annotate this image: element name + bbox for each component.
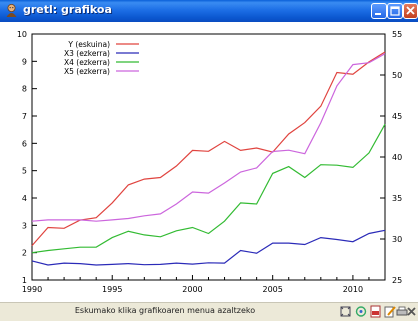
left-tick-label: 7 [22,112,27,121]
left-tick-label: 10 [17,30,27,39]
edit-icon[interactable] [384,305,396,318]
close-tool-icon[interactable] [406,305,418,318]
print-icon[interactable] [396,305,408,318]
right-tick-label: 25 [392,276,402,285]
left-tick-label: 9 [22,57,27,66]
right-axis: 25 30 35 40 45 50 55 [380,30,402,285]
right-tick-label: 40 [392,153,402,162]
right-tick-label: 50 [392,71,402,80]
series-line [31,229,386,266]
window-title: gretl: grafikoa [23,3,112,16]
title-bar[interactable]: gretl: grafikoa [0,0,418,22]
left-axis: 1 2 3 4 5 6 7 8 9 10 [17,30,37,285]
palette-icon[interactable] [355,305,367,318]
right-tick-label: 30 [392,235,402,244]
left-tick-label: 2 [22,249,27,258]
pdf-icon[interactable] [370,305,382,318]
left-tick-label: 3 [22,221,27,230]
left-tick-label: 6 [22,139,27,148]
legend-label: X3 (ezkerra) [64,49,110,58]
status-text: Eskumako klika grafikoaren menua azaltze… [74,306,256,315]
legend-label: X5 (ezkerra) [64,67,110,76]
x-axis: 1990 1995 2000 2005 2010 [22,275,386,294]
left-tick-label: 5 [22,167,27,176]
x-tick-label: 2000 [182,285,202,294]
legend-label: Y (eskuina) [67,40,110,49]
x-tick-label: 1995 [102,285,122,294]
series-line [31,123,386,254]
series-line [31,51,386,246]
right-tick-label: 35 [392,194,402,203]
series-group [31,51,386,266]
minimize-icon [375,13,381,15]
right-tick-label: 55 [392,30,402,39]
legend: Y (eskuina)X3 (ezkerra)X4 (ezkerra)X5 (e… [64,40,139,76]
close-button[interactable] [403,3,418,19]
x-tick-label: 2010 [343,285,363,294]
maximize-icon [390,6,400,16]
left-tick-label: 1 [22,276,27,285]
plot-frame [31,33,386,281]
right-tick-label: 45 [392,112,402,121]
zoom-icon[interactable] [340,305,352,318]
maximize-button[interactable] [387,3,403,19]
x-tick-label: 2005 [263,285,283,294]
series-line [31,53,386,222]
status-bar: Eskumako klika grafikoaren menua azaltze… [0,302,418,321]
close-icon [406,6,415,15]
left-tick-label: 4 [22,194,27,203]
plot-area[interactable]: 1 2 3 4 5 6 7 8 9 10 25 30 35 40 45 50 55 1990 1995 2000 2… [0,22,418,302]
gretl-app-icon [6,4,17,17]
left-tick-label: 8 [22,85,27,94]
x-tick-label: 1990 [22,285,42,294]
legend-label: X4 (ezkerra) [64,58,110,67]
minimize-button[interactable] [371,3,387,19]
